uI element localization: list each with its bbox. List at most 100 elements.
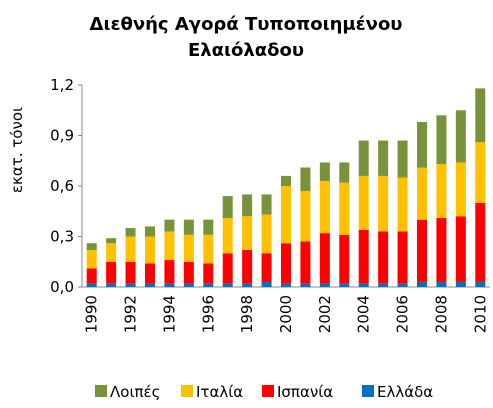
bar-segment bbox=[222, 283, 233, 287]
x-tick-label: 2002 bbox=[316, 295, 334, 333]
bar-segment bbox=[300, 191, 311, 242]
bar-segment bbox=[319, 283, 330, 287]
bar-segment bbox=[300, 283, 311, 287]
bar-segment bbox=[436, 115, 447, 165]
bar-segment bbox=[261, 253, 272, 282]
bar-segment bbox=[86, 268, 97, 284]
legend-swatch bbox=[362, 385, 374, 397]
bar-segment bbox=[358, 175, 369, 230]
bar-segment bbox=[339, 234, 350, 284]
bar-segment bbox=[378, 175, 389, 232]
bar-segment bbox=[397, 231, 408, 284]
chart-title: Διεθνής Αγορά Τυποποιημένου bbox=[90, 14, 403, 35]
legend-swatch bbox=[95, 385, 107, 397]
bar-segment bbox=[203, 234, 214, 264]
bar-segment bbox=[378, 231, 389, 284]
bar-segment bbox=[164, 219, 175, 232]
x-tick-label: 2008 bbox=[432, 295, 450, 333]
bar-segment bbox=[86, 249, 97, 269]
bar-segment bbox=[475, 202, 486, 282]
bar-segment bbox=[455, 281, 466, 287]
bar-segment bbox=[436, 281, 447, 287]
bar-segment bbox=[281, 175, 291, 186]
bar-segment bbox=[417, 167, 427, 220]
legend-label: Ιταλία bbox=[196, 383, 243, 401]
bar-segment bbox=[222, 253, 233, 284]
bar-segment bbox=[281, 186, 291, 244]
y-tick-label: 0,9 bbox=[50, 127, 74, 145]
y-tick-label: 1,2 bbox=[50, 76, 74, 94]
bar-segment bbox=[397, 283, 408, 287]
bar-segment bbox=[300, 167, 311, 192]
bar-segment bbox=[281, 243, 291, 284]
bar-segment bbox=[358, 283, 369, 287]
bar-segment bbox=[222, 196, 233, 218]
bar-segment bbox=[261, 214, 272, 254]
bar-segment bbox=[397, 140, 408, 178]
bar-segment bbox=[300, 241, 311, 284]
bar-segment bbox=[242, 216, 253, 250]
bar-segment bbox=[203, 283, 214, 287]
bar-segment bbox=[183, 234, 194, 262]
chart-title: Ελαιόλαδου bbox=[188, 40, 304, 61]
bar-segment bbox=[261, 194, 272, 215]
bar-segment bbox=[339, 162, 350, 183]
bar-segment bbox=[203, 263, 214, 284]
bar-segment bbox=[281, 283, 291, 287]
bar-segment bbox=[242, 194, 253, 217]
bar-segment bbox=[86, 243, 97, 250]
bar-segment bbox=[145, 236, 155, 264]
bar-segment bbox=[222, 217, 233, 254]
bar-segment bbox=[397, 177, 408, 232]
y-tick-label: 0,3 bbox=[50, 228, 74, 246]
x-tick-label: 2004 bbox=[355, 295, 373, 333]
bar-segment bbox=[106, 238, 117, 244]
x-tick-label: 1994 bbox=[160, 295, 178, 333]
y-tick-label: 0,0 bbox=[50, 278, 74, 296]
x-tick-label: 1998 bbox=[238, 295, 256, 333]
bar-segment bbox=[417, 219, 427, 282]
bar-segment bbox=[125, 261, 136, 284]
bar-segment bbox=[339, 182, 350, 235]
bar-segment bbox=[378, 140, 389, 176]
x-tick-label: 1990 bbox=[83, 295, 101, 333]
bar-segment bbox=[183, 261, 194, 284]
bar-segment bbox=[164, 231, 175, 261]
bar-segment bbox=[417, 281, 427, 287]
bar-segment bbox=[106, 283, 117, 287]
legend-label: Ελλάδα bbox=[377, 383, 433, 401]
bar-segment bbox=[203, 219, 214, 235]
bar-segment bbox=[475, 142, 486, 203]
legend-label: Ισπανία bbox=[277, 383, 333, 401]
bar-segment bbox=[319, 180, 330, 234]
bar-segment bbox=[106, 243, 117, 262]
bar-segment bbox=[455, 162, 466, 217]
bar-segment bbox=[125, 236, 136, 262]
bar-segment bbox=[86, 283, 97, 287]
bar-segment bbox=[183, 283, 194, 287]
bar-segment bbox=[125, 283, 136, 287]
x-tick-label: 1996 bbox=[199, 295, 217, 333]
bar-segment bbox=[319, 162, 330, 181]
bar-segment bbox=[242, 249, 253, 284]
bar-segment bbox=[339, 283, 350, 287]
bar-segment bbox=[145, 263, 155, 284]
y-tick-label: 0,6 bbox=[50, 177, 74, 195]
bar-segment bbox=[436, 164, 447, 218]
bar-segment bbox=[242, 283, 253, 287]
y-axis-label: εκατ. τόνοι bbox=[8, 107, 26, 193]
bar-segment bbox=[164, 283, 175, 287]
bar-segment bbox=[417, 122, 427, 168]
x-tick-label: 2000 bbox=[277, 295, 295, 333]
bar-segment bbox=[125, 228, 136, 237]
x-tick-label: 2010 bbox=[471, 295, 489, 333]
x-tick-label: 1992 bbox=[122, 295, 140, 333]
legend-swatch bbox=[262, 385, 274, 397]
bar-segment bbox=[455, 110, 466, 163]
bar-segment bbox=[164, 260, 175, 284]
bar-segment bbox=[475, 88, 486, 143]
legend-swatch bbox=[181, 385, 193, 397]
bar-segment bbox=[475, 281, 486, 287]
bar-segment bbox=[145, 226, 155, 237]
